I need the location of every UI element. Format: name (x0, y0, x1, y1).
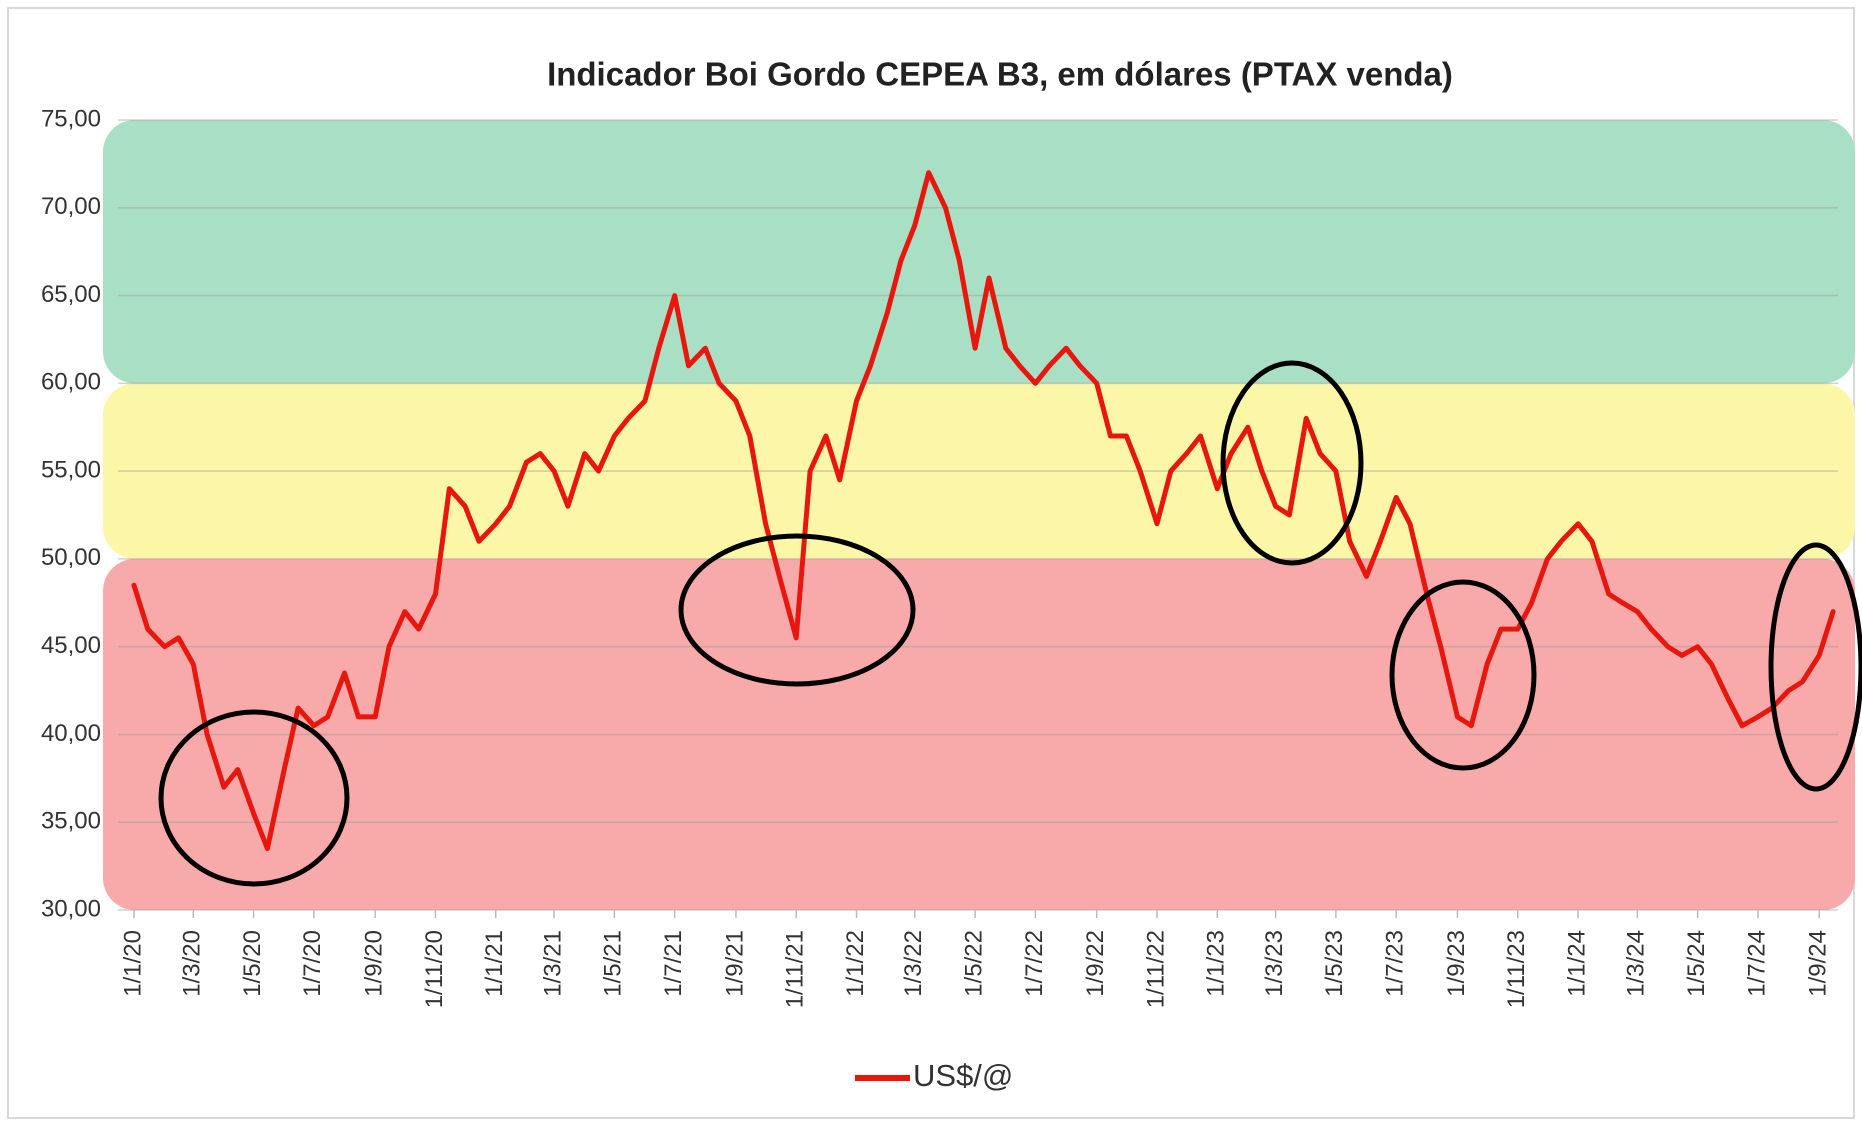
x-tick-label: 1/1/21 (481, 930, 508, 997)
y-tick-label: 60,00 (41, 369, 101, 396)
y-tick-label: 45,00 (41, 632, 101, 659)
x-tick-label: 1/11/23 (1503, 930, 1530, 1008)
x-tick-label: 1/3/23 (1261, 930, 1288, 997)
grid (118, 119, 1838, 911)
x-tick-label: 1/7/24 (1743, 930, 1770, 997)
zone-band (103, 383, 1855, 559)
x-tick-label: 1/7/20 (299, 930, 326, 997)
legend: US$/@ (855, 1058, 1013, 1093)
x-tick-label: 1/11/21 (782, 930, 809, 1008)
highlight-ring (1220, 360, 1364, 566)
x-tick-label: 1/5/23 (1321, 930, 1348, 997)
x-tick-label: 1/11/22 (1142, 930, 1169, 1008)
x-tick-label: 1/5/24 (1683, 930, 1710, 997)
y-tick-label: 40,00 (41, 720, 101, 747)
y-tick-label: 75,00 (41, 105, 101, 132)
y-tick-label: 30,00 (41, 895, 101, 922)
x-tick-label: 1/5/20 (239, 930, 266, 997)
annotations (158, 360, 1862, 887)
x-tick-label: 1/3/21 (539, 930, 566, 997)
highlight-ring (1768, 542, 1862, 792)
highlight-ring (158, 709, 350, 887)
x-tick-label: 1/1/23 (1203, 930, 1230, 997)
x-tick-label: 1/9/22 (1082, 930, 1109, 997)
x-tick-label: 1/3/24 (1623, 930, 1650, 997)
x-tick-label: 1/3/20 (179, 930, 206, 997)
y-tick-label: 35,00 (41, 808, 101, 835)
x-tick-label: 1/1/24 (1563, 930, 1590, 997)
zone-band (103, 558, 1855, 910)
x-tick-label: 1/7/21 (660, 930, 687, 997)
x-tick-label: 1/9/23 (1443, 930, 1470, 997)
y-tick-label: 70,00 (41, 193, 101, 220)
x-tick-label: 1/7/23 (1382, 930, 1409, 997)
x-tick-label: 1/7/22 (1021, 930, 1048, 997)
y-tick-label: 55,00 (41, 456, 101, 483)
axes: 30,00 35,00 40,00 45,00 50,00 55,00 60,00 65,00… (41, 105, 1832, 1008)
bands (103, 120, 1855, 910)
y-tick-label: 50,00 (41, 544, 101, 571)
x-tick-label: 1/1/20 (119, 930, 146, 997)
highlight-ring (1389, 579, 1537, 771)
x-tick-label: 1/9/24 (1805, 930, 1832, 997)
x-tick-label: 1/1/22 (842, 930, 869, 997)
y-tick-label: 65,00 (41, 281, 101, 308)
x-tick-label: 1/11/20 (421, 930, 448, 1008)
x-tick-label: 1/9/21 (721, 930, 748, 997)
series-line (131, 170, 1836, 852)
zone-band (103, 120, 1855, 384)
x-tick-label: 1/3/22 (900, 930, 927, 997)
x-tick-label: 1/5/21 (600, 930, 627, 997)
x-tick-label: 1/9/20 (361, 930, 388, 997)
x-tick-label: 1/5/22 (960, 930, 987, 997)
legend-label: US$/@ (913, 1058, 1013, 1093)
chart-title: Indicador Boi Gordo CEPEA B3, em dólares… (547, 56, 1453, 93)
lines (131, 170, 1836, 852)
highlight-ring (678, 533, 916, 687)
